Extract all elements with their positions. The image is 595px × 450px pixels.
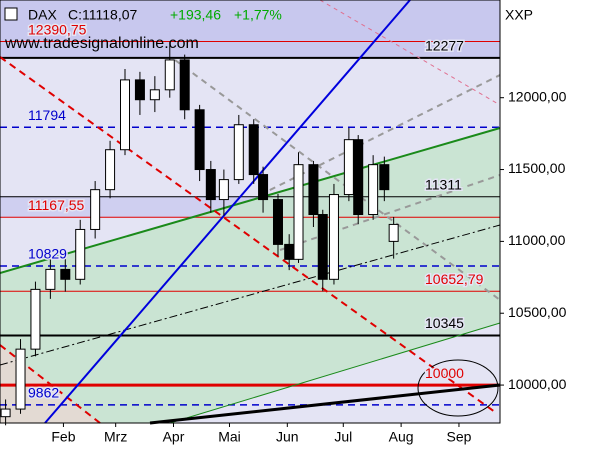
candle-body	[205, 169, 216, 201]
highlight-ellipse	[417, 359, 499, 417]
trend-line	[174, 59, 501, 301]
change-pct: +1,77%	[234, 7, 282, 23]
icon	[4, 7, 18, 21]
candles	[0, 41, 399, 426]
trend-line	[0, 224, 501, 366]
candle-body	[308, 164, 319, 216]
level-label: 9862	[28, 385, 59, 401]
level-label: 12390,75	[28, 21, 87, 37]
candle-body	[45, 268, 56, 290]
candle-body	[317, 214, 328, 280]
last-price: C:11118,07	[68, 7, 137, 23]
trend-line	[319, 0, 501, 106]
candle-body	[284, 243, 295, 260]
plot-frame	[0, 0, 501, 424]
candle-body	[120, 79, 130, 151]
symbol-code: XXP	[505, 7, 533, 23]
x-tick-label: Jun	[276, 429, 299, 445]
candle-body	[30, 288, 41, 350]
zone	[0, 0, 500, 57]
x-tick-label: Mrz	[104, 429, 127, 445]
x-tick-label: Jul	[334, 429, 352, 445]
candle-body	[105, 149, 116, 191]
candle-body	[218, 179, 229, 201]
y-tick-label: 11000,00	[508, 232, 566, 248]
level-label: 10652,79	[425, 271, 484, 287]
level-label: 10829	[28, 246, 67, 262]
candle-body	[134, 79, 145, 101]
change: +193,46	[170, 7, 221, 23]
y-tick-label: 12000,00	[508, 88, 567, 104]
candle-body	[353, 139, 364, 216]
candle-body	[293, 164, 304, 260]
candle-body	[328, 194, 339, 280]
candle-body	[194, 109, 205, 171]
candle-body	[379, 164, 390, 191]
level-label: 11311	[425, 176, 462, 192]
candle-body	[90, 189, 101, 230]
candle-body	[15, 348, 26, 410]
x-tick-label: Apr	[163, 429, 185, 445]
x-tick-label: Sep	[446, 429, 471, 445]
symbol-name: DAX	[28, 7, 57, 23]
x-tick-label: Aug	[389, 429, 414, 445]
candle-body	[272, 199, 283, 245]
candle-body	[164, 59, 175, 91]
candle-body	[233, 124, 244, 181]
level-label: 10000	[425, 365, 464, 381]
trend-line	[279, 174, 501, 251]
y-tick-label: 10000,00	[508, 376, 567, 392]
x-tick-label: Feb	[51, 429, 75, 445]
levels	[0, 41, 500, 406]
candle-body	[60, 268, 71, 280]
candle-body	[75, 228, 86, 280]
trend-line	[0, 344, 101, 424]
candle-body	[388, 223, 399, 242]
candle-body	[248, 124, 259, 176]
level-label: 11794	[28, 107, 66, 123]
candle-body	[0, 408, 11, 418]
trend-line	[44, 0, 411, 424]
watermark: www.tradesignalonline.com	[4, 35, 199, 52]
candle-body	[258, 174, 269, 201]
trend-line	[0, 56, 496, 413]
y-tick-label: 11500,00	[508, 160, 566, 176]
candle-body	[179, 59, 190, 111]
candle-body	[368, 164, 379, 216]
candle-body	[149, 89, 160, 101]
trend-line	[149, 383, 501, 425]
level-label: 12277	[425, 38, 464, 54]
trend-line	[169, 322, 501, 424]
x-tick-label: Mai	[218, 429, 241, 445]
y-tick-label: 10500,00	[508, 304, 567, 320]
level-label: 11167,55	[28, 197, 85, 213]
level-label: 10345	[425, 315, 464, 331]
candle-body	[343, 139, 354, 196]
